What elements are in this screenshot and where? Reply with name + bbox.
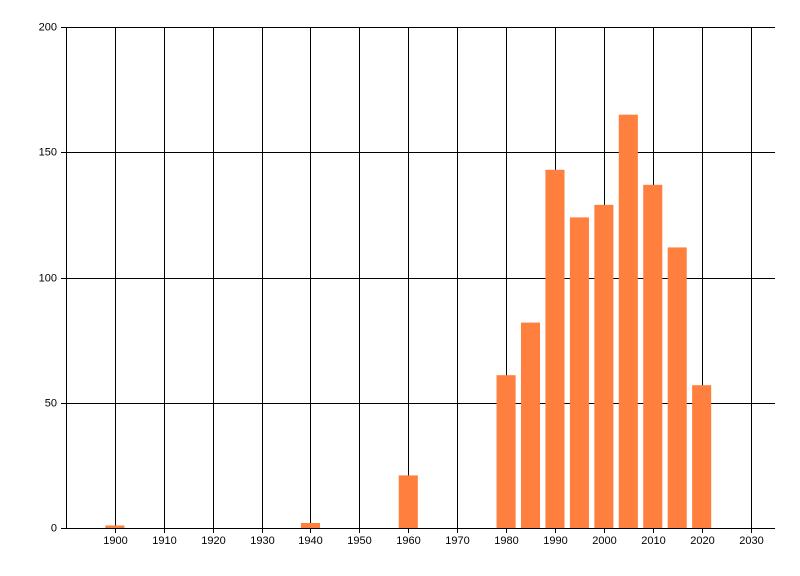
bar — [643, 184, 663, 528]
bar — [105, 525, 125, 528]
x-tick-label: 1940 — [298, 535, 322, 547]
bar — [569, 217, 589, 528]
y-tick-label: 0 — [51, 522, 57, 534]
x-tick-label: 2020 — [690, 535, 714, 547]
bar — [594, 204, 614, 529]
x-tick-label: 2010 — [641, 535, 665, 547]
bar — [667, 247, 687, 528]
y-tick-label: 150 — [39, 146, 57, 158]
x-tick-label: 1910 — [152, 535, 176, 547]
bar — [545, 169, 565, 528]
x-tick-label: 2030 — [739, 535, 763, 547]
bar — [300, 522, 321, 528]
x-tick-label: 1980 — [494, 535, 518, 547]
y-tick-label: 100 — [39, 272, 57, 284]
y-tick-label: 50 — [45, 397, 57, 409]
x-tick-label: 1970 — [445, 535, 469, 547]
x-tick-label: 1930 — [250, 535, 274, 547]
x-tick-label: 1920 — [201, 535, 225, 547]
x-tick-label: 2000 — [592, 535, 616, 547]
y-tick-label: 200 — [39, 21, 57, 33]
bar — [496, 375, 516, 528]
x-tick-label: 1990 — [543, 535, 567, 547]
bar — [398, 475, 418, 528]
bar — [692, 385, 712, 528]
bar — [520, 322, 541, 528]
x-tick-label: 1950 — [347, 535, 371, 547]
x-tick-label: 1900 — [103, 535, 127, 547]
x-tick-label: 1960 — [396, 535, 420, 547]
bar — [618, 114, 638, 529]
